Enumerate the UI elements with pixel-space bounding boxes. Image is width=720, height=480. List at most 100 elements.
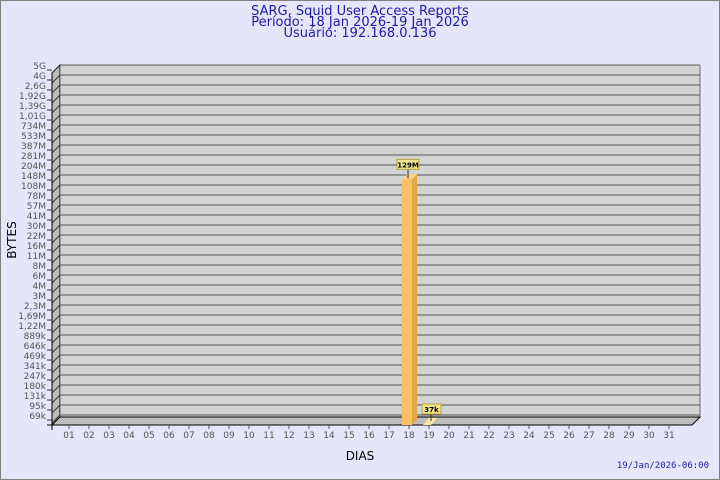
x-tick-label: 20 [443,431,455,441]
y-tick-label: 78M [27,192,46,202]
y-tick-label: 1,69M [18,312,46,322]
y-tick-label: 22M [27,232,46,242]
x-tick-label: 13 [303,431,314,441]
y-tick-label: 1,92G [19,92,46,102]
gridline-side [51,144,61,154]
y-tick-label: 148M [21,172,46,182]
y-tick-label: 11M [27,252,46,262]
gridline-side [51,204,61,214]
y-tick-label: 8M [33,262,47,272]
data-label-box [421,403,442,415]
gridline-side [51,344,61,354]
x-tick-label: 16 [363,431,375,441]
plot-back-wall [59,64,701,418]
gridline-side [51,384,61,394]
x-axis-title: DIAS [346,449,375,463]
x-tick-label: 25 [543,431,554,441]
x-tick-label: 07 [183,431,194,441]
x-tick-label: 17 [383,431,394,441]
bar-side [412,174,417,425]
x-tick-label: 18 [403,431,415,441]
x-tick-label: 09 [223,431,235,441]
y-tick-label: 5G [33,62,46,72]
x-tick-label: 24 [523,431,535,441]
gridline-side [51,234,61,244]
gridline-side [51,364,61,374]
x-tick-label: 28 [603,431,615,441]
gridline-side [51,374,61,384]
x-tick-label: 26 [563,431,575,441]
y-tick-label: 1,22M [18,322,46,332]
gridline-side [51,114,61,124]
x-tick-label: 04 [123,431,135,441]
x-tick-label: 05 [143,431,154,441]
x-tick-label: 23 [503,431,514,441]
bar-front [402,179,412,425]
x-tick-label: 15 [343,431,354,441]
x-tick-label: 02 [83,431,94,441]
gridline-side [51,244,61,254]
gridline-side [51,194,61,204]
gridline-side [51,174,61,184]
gridline-side [51,394,61,404]
gridline-side [51,404,61,414]
y-tick-label: 108M [21,182,46,192]
y-tick-label: 1,39G [19,102,46,112]
gridline-side [51,214,61,224]
gridline-side [51,334,61,344]
gridline-side [51,274,61,284]
x-tick-label: 14 [323,431,335,441]
y-tick-label: 16M [27,242,46,252]
x-tick-label: 03 [103,431,114,441]
y-tick-label: 889k [24,332,47,342]
gridline-side [51,184,61,194]
gridline-side [51,254,61,264]
y-tick-label: 2,3M [24,302,46,312]
x-tick-label: 21 [463,431,474,441]
x-tick-label: 29 [623,431,635,441]
y-tick-label: 387M [21,142,46,152]
gridline-side [51,324,61,334]
x-tick-label: 22 [483,431,494,441]
x-tick-label: 31 [663,431,674,441]
y-tick-label: 30M [27,222,46,232]
bar-top [402,174,417,180]
y-tick-label: 69k [29,412,46,422]
timestamp: 19/Jan/2026-06:00 [616,461,709,471]
bar-flat [423,418,437,425]
gridline-side [51,294,61,304]
x-tick-label: 08 [203,431,215,441]
gridline-side [51,84,61,94]
gridline-side [51,314,61,324]
x-tick-label: 27 [583,431,594,441]
y-axis-title: BYTES [5,221,19,258]
report-period: Período: 18 Jan 2026-19 Jan 2026 [251,15,469,30]
y-tick-label: 2,6G [25,82,46,92]
gridline-side [51,224,61,234]
y-tick-label: 4G [33,72,46,82]
data-label: 37k [424,406,439,414]
data-label: 129M [397,161,419,169]
gridline-side [51,64,61,74]
data-label-box [396,158,420,170]
y-tick-label: 95k [29,402,46,412]
report-title: SARG, Squid User Access Reports [251,4,469,19]
gridline-side [51,94,61,104]
report-user: Usuário: 192.168.0.136 [283,26,437,41]
x-tick-label: 30 [643,431,655,441]
x-tick-label: 06 [163,431,175,441]
y-tick-label: 57M [27,202,46,212]
gridline-side [51,264,61,274]
gridline-side [51,154,61,164]
y-tick-label: 533M [21,132,46,142]
y-tick-label: 734M [21,122,46,132]
gridline-side [51,354,61,364]
gridline-side [51,304,61,314]
x-tick-label: 12 [283,431,294,441]
y-tick-label: 3M [33,292,47,302]
y-tick-label: 180k [24,382,47,392]
y-tick-label: 41M [27,212,46,222]
gridline-side [51,284,61,294]
y-tick-label: 4M [33,282,47,292]
